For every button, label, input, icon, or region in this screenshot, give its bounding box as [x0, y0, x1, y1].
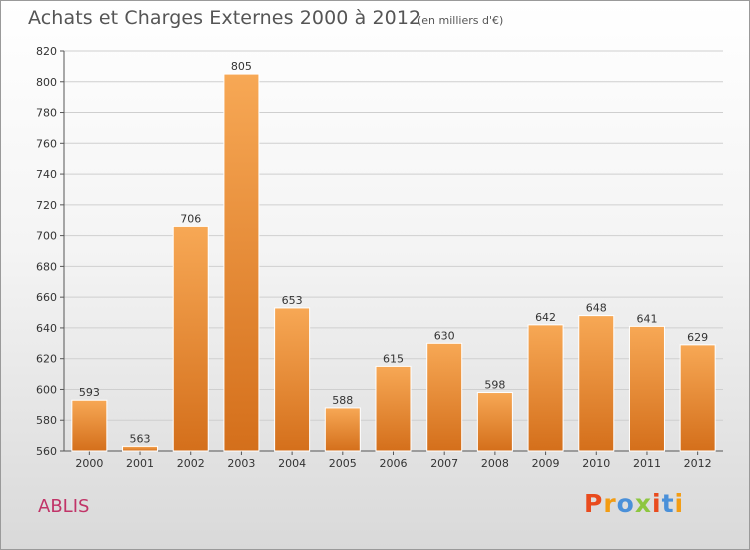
bar-2012 [679, 344, 716, 452]
logo-letter: o [616, 489, 635, 518]
data-label-2007: 630 [434, 329, 455, 342]
y-tick-label: 680 [36, 260, 57, 273]
y-tick-label: 620 [36, 353, 57, 366]
bars [71, 73, 716, 452]
commune-name: ABLIS [38, 496, 90, 517]
logo-letter: P [584, 489, 604, 518]
y-tick-label: 560 [36, 445, 57, 458]
data-label-2005: 588 [332, 394, 353, 407]
y-tick-label: 780 [36, 107, 57, 120]
y-tick-label: 820 [36, 45, 57, 58]
bar-2004 [274, 307, 311, 452]
bar-2008 [476, 392, 513, 452]
bar-2000 [71, 399, 108, 452]
bar-2010 [578, 315, 615, 452]
data-label-2012: 629 [687, 331, 708, 344]
chart-subtitle: (en milliers d'€) [417, 14, 504, 27]
data-label-2004: 653 [282, 294, 303, 307]
y-tick-label: 740 [36, 168, 57, 181]
data-label-2009: 642 [535, 311, 556, 324]
proxiti-logo[interactable]: Proxiti [584, 489, 684, 518]
x-tick-label-2001: 2001 [126, 457, 154, 470]
x-tick-label-2006: 2006 [380, 457, 408, 470]
data-label-2000: 593 [79, 386, 100, 399]
labels: 560 580 600 620 640 660 680 700 720 740 760 780 800 8… [36, 45, 712, 470]
x-tick-label-2009: 2009 [532, 457, 560, 470]
logo-letter: i [674, 489, 685, 518]
x-tick-label-2012: 2012 [684, 457, 712, 470]
data-label-2011: 641 [636, 312, 657, 325]
bar-2007 [426, 342, 463, 452]
logo-letter: x [634, 489, 652, 518]
data-label-2008: 598 [484, 379, 505, 392]
y-tick-label: 600 [36, 383, 57, 396]
y-tick-label: 700 [36, 230, 57, 243]
x-tick-label-2007: 2007 [430, 457, 458, 470]
bar-2011 [628, 325, 665, 452]
bar-2002 [172, 225, 209, 452]
y-tick-label: 800 [36, 76, 57, 89]
y-tick-label: 760 [36, 137, 57, 150]
y-tick-label: 640 [36, 322, 57, 335]
logo-letter: r [603, 489, 617, 518]
x-tick-label-2000: 2000 [75, 457, 103, 470]
bar-2006 [375, 365, 412, 452]
bar-2001 [122, 445, 159, 452]
logo-letter: i [652, 489, 662, 518]
data-label-2003: 805 [231, 60, 252, 73]
y-tick-label: 580 [36, 414, 57, 427]
x-tick-label-2005: 2005 [329, 457, 357, 470]
x-tick-label-2011: 2011 [633, 457, 661, 470]
x-tick-label-2002: 2002 [177, 457, 205, 470]
x-tick-label-2003: 2003 [227, 457, 255, 470]
x-tick-label-2008: 2008 [481, 457, 509, 470]
data-label-2010: 648 [586, 302, 607, 315]
y-tick-label: 660 [36, 291, 57, 304]
bar-2009 [527, 324, 564, 452]
data-label-2006: 615 [383, 352, 404, 365]
data-label-2001: 563 [130, 432, 151, 445]
data-label-2002: 706 [180, 212, 201, 225]
logo-letter: t [661, 489, 675, 518]
x-tick-label-2004: 2004 [278, 457, 306, 470]
bar-2005 [324, 407, 361, 452]
chart-title: Achats et Charges Externes 2000 à 2012 [28, 7, 422, 29]
y-tick-label: 720 [36, 199, 57, 212]
x-tick-label-2010: 2010 [582, 457, 610, 470]
bar-2003 [223, 73, 260, 452]
